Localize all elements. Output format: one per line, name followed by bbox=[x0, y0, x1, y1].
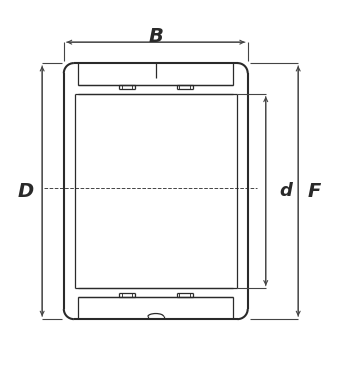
Text: B: B bbox=[148, 27, 163, 46]
Text: D: D bbox=[18, 182, 34, 201]
Text: F: F bbox=[308, 182, 321, 201]
Text: d: d bbox=[279, 182, 292, 200]
